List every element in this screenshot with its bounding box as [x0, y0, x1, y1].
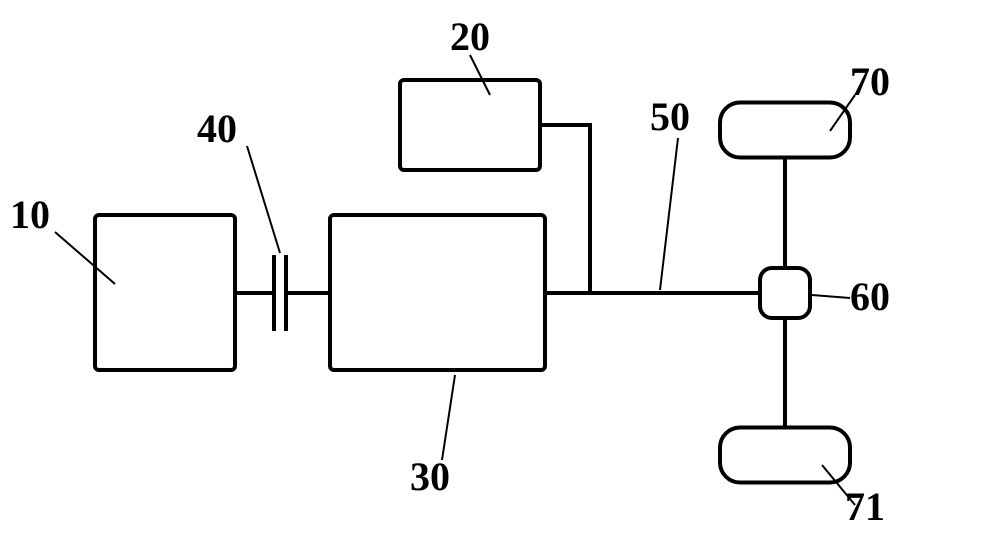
- label-wheel71: 71: [845, 484, 885, 529]
- label-box20: 20: [450, 14, 490, 59]
- box-30: [330, 215, 545, 370]
- label-box30: 30: [410, 454, 450, 499]
- label-shaft50: 50: [650, 94, 690, 139]
- edge-box20-box30_shaft: [540, 125, 590, 293]
- box-10: [95, 215, 235, 370]
- box-20: [400, 80, 540, 170]
- leader-diff60: [812, 295, 850, 298]
- leader-box30: [442, 375, 455, 460]
- label-clutch40: 40: [197, 106, 237, 151]
- label-wheel70: 70: [850, 59, 890, 104]
- leader-shaft50: [660, 138, 678, 290]
- leader-clutch40: [247, 146, 280, 253]
- label-box10: 10: [10, 192, 50, 237]
- label-diff60: 60: [850, 274, 890, 319]
- powertrain-diagram: 10 40 30 20 50 60 70 71: [0, 0, 1000, 546]
- differential-60: [760, 268, 810, 318]
